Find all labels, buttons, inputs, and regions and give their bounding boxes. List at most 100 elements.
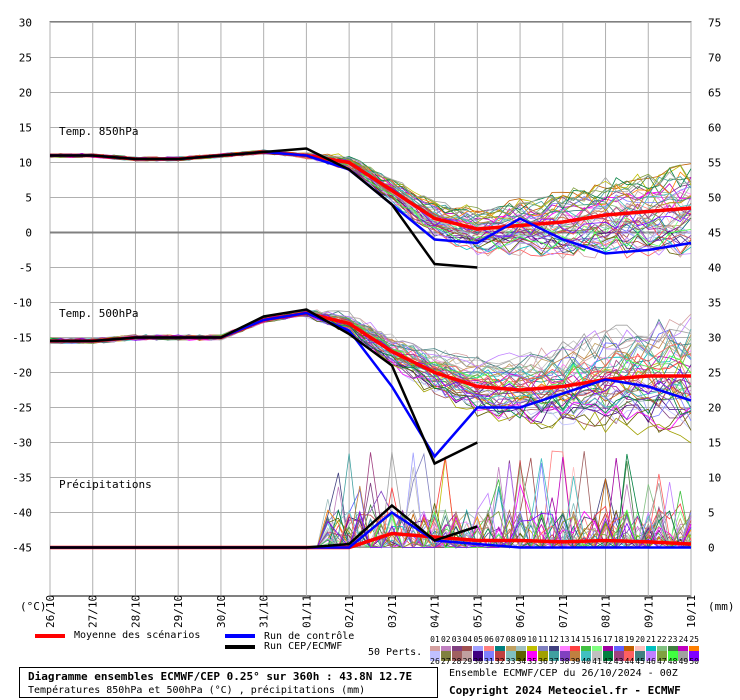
x-tick-label: 09/11: [642, 595, 655, 628]
y-right-tick-label: 65: [708, 87, 721, 100]
pert-number: 38: [559, 657, 570, 666]
pert-number: 47: [656, 657, 667, 666]
pert-swatch: [462, 651, 473, 661]
x-tick-label: 02/11: [343, 595, 356, 628]
pert-number: 37: [548, 657, 559, 666]
pert-swatch: [689, 651, 700, 661]
pert-swatch: [592, 651, 602, 661]
legend-swatch-mean: [35, 634, 65, 638]
pert-number: 30: [473, 657, 483, 666]
y-right-tick-label: 70: [708, 52, 721, 65]
series-line-precip: [50, 503, 478, 549]
y-right-tick-label: 10: [708, 472, 721, 485]
legend-swatch-ecmwf: [225, 645, 255, 649]
y-left-tick-label: -10: [12, 297, 32, 310]
pert-number: 19: [624, 635, 635, 644]
plot-area: [49, 21, 692, 597]
y-right-tick-label: 0: [708, 542, 715, 555]
y-left-tick-label: -5: [19, 262, 32, 275]
y-left-tick-label: -45: [12, 542, 32, 555]
pert-number: 18: [613, 635, 624, 644]
pert-number: 50: [689, 657, 699, 666]
y-right-tick-label: 75: [708, 17, 721, 30]
pert-swatch: [494, 651, 505, 661]
pert-number: 11: [538, 635, 548, 644]
pert-number: 14: [570, 635, 581, 644]
pert-number: 33: [505, 657, 516, 666]
pert-number: 43: [613, 657, 624, 666]
pert-number: 42: [602, 657, 613, 666]
x-tick-label: 31/10: [258, 595, 271, 628]
y-left-tick-label: -15: [12, 332, 32, 345]
pert-number: 46: [646, 657, 656, 666]
pert-number: 16: [592, 635, 602, 644]
legend-mean: Moyenne des scénarios: [74, 630, 201, 641]
pert-swatch: [527, 651, 538, 661]
pert-number: 15: [581, 635, 591, 644]
legend-perts: 50 Perts.: [368, 647, 423, 658]
y-left-tick-label: 25: [19, 52, 32, 65]
pert-number: 13: [559, 635, 570, 644]
panel-label-500: Temp. 500hPa: [59, 307, 138, 320]
pert-swatch: [667, 651, 678, 661]
main-series: [50, 147, 692, 550]
y-right-tick-label: 40: [708, 262, 721, 275]
pert-number: 24: [678, 635, 689, 644]
y-left-tick-label: -40: [12, 507, 32, 520]
series-line-850: [50, 147, 478, 269]
pert-swatch: [570, 651, 581, 661]
ylabel-left: (°C): [20, 600, 47, 613]
pert-number: 20: [635, 635, 645, 644]
ensemble-run-info: Ensemble ECMWF/CEP du 26/10/2024 - 00Z: [449, 668, 678, 679]
x-tick-label: 01/11: [300, 595, 313, 628]
pert-number: 49: [678, 657, 689, 666]
x-tick-label: 07/11: [557, 595, 570, 628]
y-left-tick-label: -25: [12, 402, 32, 415]
y-left-tick-label: 0: [25, 227, 32, 240]
pert-number: 06: [484, 635, 494, 644]
y-right-tick-label: 5: [708, 507, 715, 520]
pert-number: 29: [462, 657, 473, 666]
legend-control: Run de contrôle: [264, 631, 355, 642]
panel-label-precip: Précipitations: [59, 478, 152, 491]
pert-swatch: [624, 651, 635, 661]
axis-ticks: 26/10 27/10 28/10 29/10 30/10 31/10 01/11 02/11…: [12, 17, 721, 629]
y-right-tick-label: 25: [708, 367, 721, 380]
pert-number: 02: [440, 635, 451, 644]
ylabel-right: (mm): [708, 600, 735, 613]
pert-swatch: [451, 651, 462, 661]
pert-swatch: [505, 651, 516, 661]
pert-swatch: [538, 651, 548, 661]
x-tick-label: 28/10: [129, 595, 142, 628]
pert-number: 45: [635, 657, 645, 666]
y-right-tick-label: 55: [708, 157, 721, 170]
y-right-tick-label: 60: [708, 122, 721, 135]
pert-swatch: [656, 651, 667, 661]
pert-swatch: [602, 651, 613, 661]
pert-swatch: [646, 651, 656, 661]
pert-number: 28: [451, 657, 462, 666]
pert-number: 41: [592, 657, 602, 666]
pert-number: 08: [505, 635, 516, 644]
y-right-tick-label: 15: [708, 437, 721, 450]
y-left-tick-label: -30: [12, 437, 32, 450]
x-tick-label: 05/11: [471, 595, 484, 628]
pert-number: 04: [462, 635, 473, 644]
y-left-tick-label: -35: [12, 472, 32, 485]
y-left-tick-label: 30: [19, 17, 32, 30]
pert-number: 17: [602, 635, 613, 644]
pert-number: 12: [548, 635, 559, 644]
pert-swatch: [484, 651, 494, 661]
x-tick-label: 10/11: [685, 595, 698, 628]
pert-number: 01: [430, 635, 440, 644]
pert-swatch: [613, 651, 624, 661]
pert-number: 10: [527, 635, 537, 644]
chart-title: Diagramme ensembles ECMWF/CEP 0.25° sur …: [28, 670, 413, 683]
pert-number: 26: [430, 657, 440, 666]
y-right-tick-label: 30: [708, 332, 721, 345]
y-left-tick-label: -20: [12, 367, 32, 380]
x-tick-label: 29/10: [172, 595, 185, 628]
series-line-500: [50, 308, 478, 466]
x-tick-label: 27/10: [87, 595, 100, 628]
y-left-tick-label: 15: [19, 122, 32, 135]
